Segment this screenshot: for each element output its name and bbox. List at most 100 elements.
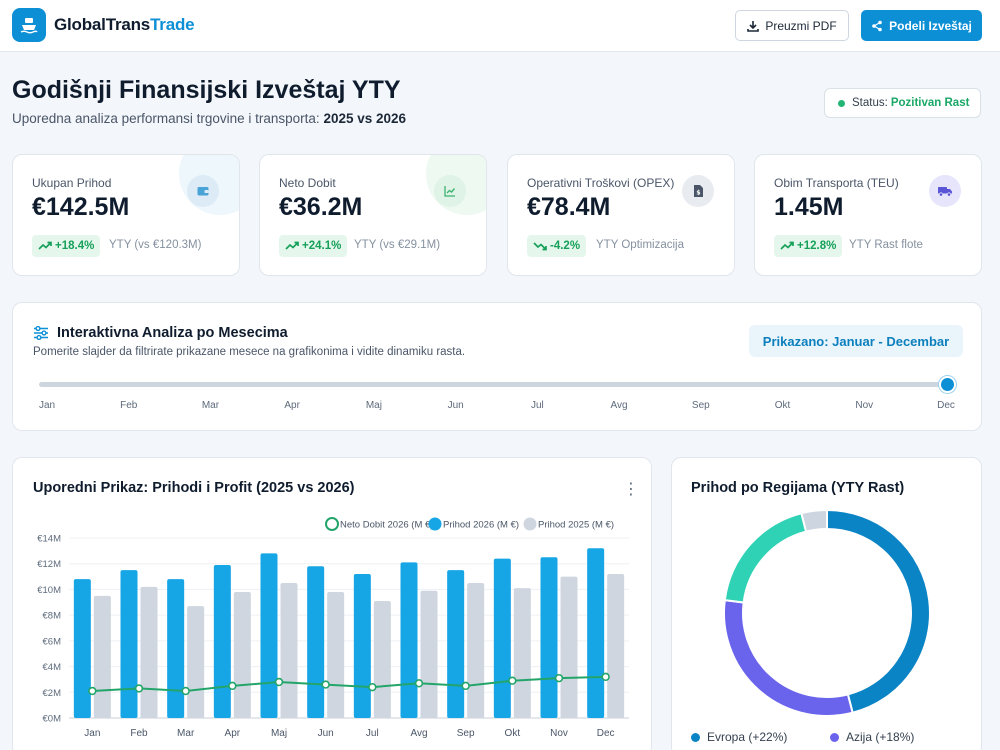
kpi-value: €142.5M — [32, 193, 130, 221]
trend-up-icon — [38, 241, 52, 250]
profit-point — [601, 672, 610, 682]
donut-slice[interactable] — [826, 508, 931, 714]
y-tick-label: €6M — [43, 636, 62, 647]
kpi-change-badge: +24.1% — [279, 235, 348, 257]
kpi-note: YTY (vs €29.1M) — [354, 239, 441, 251]
trend-up-icon — [780, 241, 794, 250]
month-label[interactable]: Nov — [855, 400, 874, 411]
y-tick-label: €12M — [37, 559, 61, 570]
kpi-value: €36.2M — [279, 193, 363, 221]
month-label[interactable]: Jun — [447, 400, 464, 411]
bar-2025 — [560, 576, 578, 718]
chart-legend-item[interactable]: Prihod 2025 (M €) — [523, 517, 615, 531]
month-label[interactable]: Feb — [120, 400, 138, 411]
bar-2026 — [307, 566, 325, 718]
kpi-label: Ukupan Prihod — [32, 176, 112, 190]
kpi-card-revenue: Ukupan Prihod €142.5M +18.4% YTY (vs €12… — [12, 154, 240, 276]
month-label[interactable]: Avg — [610, 400, 628, 411]
slider-subtitle: Pomerite slajder da filtrirate prikazane… — [33, 346, 466, 358]
month-filter-card: Interaktivna Analiza po Mesecima Pomerit… — [12, 302, 982, 431]
bar-2025 — [420, 590, 438, 718]
chart-legend-item[interactable]: Prihod 2026 (M €) — [428, 517, 520, 531]
ship-logo-icon — [12, 8, 46, 42]
x-tick-label: Apr — [225, 728, 241, 739]
profit-point — [88, 686, 97, 696]
bar-2025 — [327, 592, 345, 718]
profit-point — [134, 684, 144, 693]
x-tick-label: Feb — [130, 728, 148, 739]
brand-part-2: Trade — [150, 15, 195, 34]
bar-2026 — [120, 570, 138, 718]
month-label[interactable]: Maj — [365, 400, 382, 411]
kpi-value: €78.4M — [527, 193, 611, 221]
x-tick-label: Okt — [505, 728, 521, 739]
x-tick-label: Dec — [597, 728, 615, 739]
kpi-card-transport-volume: Obim Transporta (TEU) 1.45M +12.8% YTY R… — [754, 154, 982, 276]
kpi-change-value: -4.2% — [550, 240, 581, 252]
legend-swatch — [523, 517, 537, 531]
profit-point — [274, 677, 284, 687]
kpi-change-badge: -4.2% — [527, 235, 587, 257]
x-tick-label: Nov — [550, 728, 568, 739]
x-tick-label: Mar — [177, 728, 195, 739]
profit-point — [461, 681, 470, 691]
month-label[interactable]: Apr — [284, 400, 300, 411]
bar-2025 — [607, 574, 625, 718]
share-report-button[interactable]: Podeli Izveštaj — [861, 10, 982, 41]
kpi-card-opex: $ Operativni Troškovi (OPEX) €78.4M -4.2… — [507, 154, 735, 276]
bar-2025 — [233, 592, 251, 718]
legend-swatch — [325, 517, 339, 531]
legend-item-asia[interactable]: Azija (+18%) — [830, 730, 914, 744]
truck-icon — [929, 175, 961, 207]
bar-chart: €0M €2M €4M €6M €8M €10M €12M €14M Jan Feb Mar Apr M… — [37, 517, 629, 739]
bar-2025 — [93, 595, 111, 718]
page-subtitle-text: Uporedna analiza performansi trgovine i … — [12, 111, 320, 126]
month-label[interactable]: Sep — [691, 400, 710, 411]
bar-2025 — [280, 583, 298, 718]
month-label[interactable]: Mar — [201, 400, 220, 411]
brand-part-1: GlobalTrans — [54, 15, 151, 34]
month-label[interactable]: Jan — [38, 400, 56, 411]
bar-2026 — [493, 558, 511, 718]
download-pdf-button[interactable]: Preuzmi PDF — [735, 10, 849, 41]
kpi-card-net-profit: Neto Dobit €36.2M +24.1% YTY (vs €29.1M) — [259, 154, 487, 276]
download-pdf-label: Preuzmi PDF — [765, 18, 837, 33]
x-tick-label: Jul — [366, 728, 379, 739]
bar-2026 — [400, 562, 418, 718]
wallet-icon — [187, 175, 219, 207]
brand-name[interactable]: GlobalTransTrade — [54, 15, 195, 35]
svg-text:$: $ — [696, 190, 700, 197]
status-value: Pozitivan Rast — [890, 97, 970, 109]
chart-legend-item[interactable]: Neto Dobit 2026 (M €) — [325, 517, 433, 531]
more-options-icon[interactable]: ⋮ — [623, 481, 639, 498]
x-tick-label: Jan — [84, 728, 100, 739]
kpi-change-value: +24.1% — [302, 240, 342, 252]
month-label[interactable]: Dec — [937, 400, 955, 411]
donut-slice[interactable] — [723, 512, 808, 604]
donut-slice[interactable] — [723, 598, 854, 717]
bar-2025 — [187, 606, 205, 718]
kpi-change-badge: +18.4% — [32, 235, 101, 257]
trend-up-icon — [285, 241, 299, 250]
legend-label: Neto Dobit 2026 (M €) — [340, 520, 433, 531]
month-label[interactable]: Okt — [774, 400, 791, 411]
profit-point — [228, 681, 237, 691]
profit-point — [181, 686, 190, 696]
y-tick-label: €8M — [43, 611, 62, 622]
month-slider-track[interactable] — [39, 382, 949, 387]
top-bar: GlobalTransTrade Preuzmi PDF Podeli Izve… — [0, 0, 1000, 52]
region-donut-chart — [723, 508, 931, 717]
download-icon — [747, 20, 760, 32]
chart-line-icon — [434, 175, 466, 207]
month-slider-handle[interactable] — [939, 376, 956, 393]
bar-2026 — [213, 565, 231, 718]
profit-point — [554, 673, 564, 683]
kpi-note: YTY Optimizacija — [596, 239, 684, 251]
bar-chart-title: Uporedni Prikaz: Prihodi i Profit (2025 … — [33, 480, 355, 496]
kpi-label: Operativni Troškovi (OPEX) — [527, 176, 675, 190]
pie-chart-title: Prihod po Regijama (YTY Rast) — [691, 480, 905, 496]
legend-label: Evropa (+22%) — [707, 730, 788, 744]
legend-item-europe[interactable]: Evropa (+22%) — [691, 730, 787, 744]
month-label[interactable]: Jul — [530, 400, 544, 411]
donut-slice[interactable] — [800, 508, 828, 533]
